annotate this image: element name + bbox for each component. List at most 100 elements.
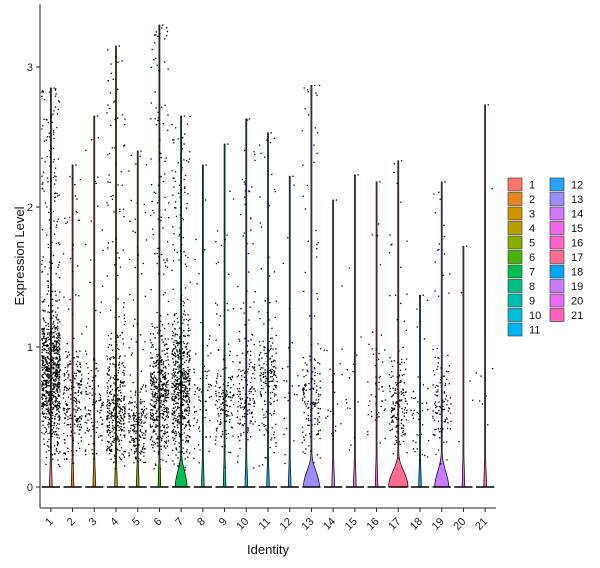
point — [438, 357, 440, 359]
point — [58, 367, 60, 369]
point — [57, 349, 60, 351]
point — [75, 363, 78, 365]
point — [113, 441, 115, 443]
point — [195, 353, 197, 355]
point — [156, 360, 158, 362]
point — [162, 413, 165, 415]
point — [124, 395, 126, 397]
point — [259, 222, 261, 224]
point — [341, 285, 343, 287]
point — [107, 367, 109, 369]
point — [106, 417, 108, 420]
point — [150, 412, 152, 414]
point — [262, 387, 264, 390]
point — [41, 328, 43, 331]
point — [108, 429, 110, 432]
point — [161, 27, 163, 29]
point — [55, 340, 58, 343]
point — [49, 334, 51, 336]
point — [163, 426, 165, 428]
point — [72, 375, 74, 377]
point — [189, 387, 191, 390]
point — [47, 285, 49, 287]
point — [56, 350, 59, 352]
point — [437, 357, 439, 359]
points-21 — [475, 104, 494, 426]
point — [76, 417, 78, 420]
point — [155, 433, 157, 435]
point — [57, 393, 59, 396]
point — [41, 349, 43, 351]
point — [371, 415, 373, 418]
point — [76, 402, 78, 404]
point — [51, 366, 53, 368]
point — [156, 202, 159, 204]
point — [330, 410, 332, 413]
point — [56, 371, 59, 373]
point — [171, 373, 173, 375]
point — [155, 419, 157, 421]
point — [177, 356, 179, 359]
point — [41, 375, 43, 377]
point — [80, 417, 82, 419]
point — [314, 127, 316, 129]
point — [157, 451, 159, 453]
point — [48, 325, 50, 328]
point — [350, 444, 352, 446]
point — [71, 462, 73, 464]
point — [378, 377, 380, 379]
point — [401, 361, 403, 363]
point — [174, 328, 176, 330]
point — [45, 359, 47, 361]
point — [187, 376, 189, 378]
point — [166, 348, 168, 351]
point — [109, 363, 111, 365]
point — [175, 395, 177, 397]
point — [115, 376, 117, 379]
point — [216, 400, 219, 403]
point — [69, 423, 72, 425]
point — [109, 393, 111, 395]
point — [112, 398, 115, 400]
point — [55, 431, 57, 433]
point — [157, 436, 159, 438]
point — [172, 361, 174, 363]
point — [313, 401, 315, 403]
point — [163, 61, 166, 63]
x-axis-title: Identity — [247, 542, 289, 557]
point — [251, 386, 253, 388]
point — [117, 415, 119, 418]
point — [181, 371, 183, 373]
violin-7 — [174, 115, 188, 488]
point — [56, 444, 58, 446]
point — [57, 375, 59, 377]
point — [153, 362, 155, 365]
point — [57, 332, 59, 335]
point — [391, 421, 393, 423]
point — [172, 395, 174, 398]
point — [172, 399, 174, 401]
point — [239, 390, 241, 393]
point — [179, 370, 181, 372]
point — [141, 421, 143, 423]
point — [44, 310, 46, 312]
point — [118, 316, 120, 318]
point — [157, 247, 159, 249]
point — [57, 434, 59, 436]
point — [313, 358, 316, 360]
point — [243, 423, 246, 425]
point — [47, 311, 49, 313]
point — [143, 448, 145, 450]
point — [186, 421, 189, 423]
point — [167, 416, 169, 418]
point — [117, 298, 119, 300]
x-tick-label: 5 — [130, 516, 143, 529]
point — [177, 421, 179, 424]
point — [76, 356, 78, 358]
point — [132, 425, 135, 427]
point — [54, 95, 57, 97]
point — [173, 341, 175, 343]
point — [189, 358, 191, 360]
point — [115, 436, 117, 439]
point — [48, 398, 50, 400]
